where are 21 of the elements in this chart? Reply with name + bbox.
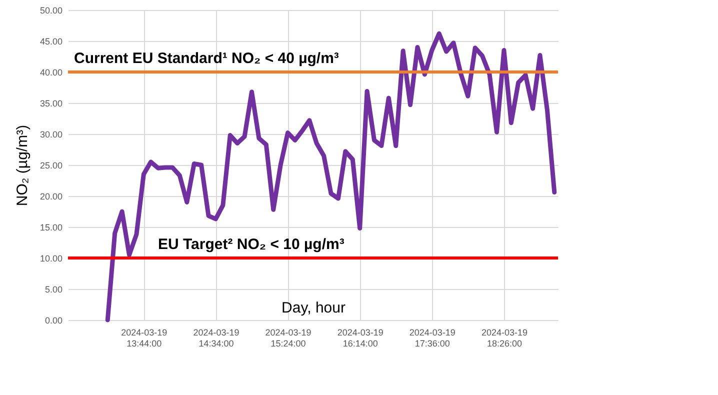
y-tick-label: 35.00: [40, 98, 62, 108]
y-tick-label: 45.00: [40, 36, 62, 46]
y-tick-label: 50.00: [40, 6, 62, 16]
y-tick-label: 40.00: [40, 68, 62, 78]
y-tick-label: 25.00: [40, 160, 62, 170]
x-axis-title: Day, hour: [282, 300, 346, 316]
y-tick-label: 20.00: [40, 192, 62, 202]
y-tick-label: 15.00: [40, 222, 62, 232]
y-tick-label: 10.00: [40, 254, 62, 264]
y-tick-label: 5.00: [44, 284, 62, 294]
ref-line-label: EU Target² NO₂ < 10 µg/m³: [158, 236, 344, 253]
ref-line-label: Current EU Standard¹ NO₂ < 40 µg/m³: [74, 50, 339, 67]
y-tick-label: 30.00: [40, 130, 62, 140]
x-tick-label: 2024-03-19 13:44:00: [121, 328, 168, 348]
x-tick-label: 2024-03-19 15:24:00: [265, 328, 312, 348]
x-tick-label: 2024-03-19 14:34:00: [193, 328, 240, 348]
y-tick-label: 0.00: [44, 316, 62, 326]
y-axis-title: NO₂ (µg/m³): [14, 124, 31, 206]
x-tick-label: 2024-03-19 18:26:00: [481, 328, 528, 348]
x-tick-label: 2024-03-19 17:36:00: [409, 328, 456, 348]
x-tick-label: 2024-03-19 16:14:00: [337, 328, 384, 348]
